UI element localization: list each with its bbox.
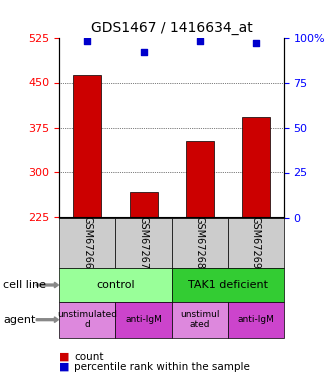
Bar: [73, 75, 102, 217]
Bar: [129, 192, 158, 217]
Point: [141, 49, 146, 55]
Text: anti-IgM: anti-IgM: [237, 315, 274, 324]
Bar: [242, 117, 270, 218]
Text: agent: agent: [3, 315, 36, 325]
Bar: [185, 141, 214, 218]
Text: unstimulated
d: unstimulated d: [57, 310, 117, 329]
Text: GSM67266: GSM67266: [82, 216, 92, 269]
Text: ■: ■: [59, 352, 70, 362]
Point: [197, 38, 202, 44]
Text: control: control: [96, 280, 135, 290]
Text: count: count: [74, 352, 104, 362]
Point: [85, 38, 90, 44]
Text: TAK1 deficient: TAK1 deficient: [188, 280, 268, 290]
Title: GDS1467 / 1416634_at: GDS1467 / 1416634_at: [91, 21, 252, 35]
Text: cell line: cell line: [3, 280, 46, 290]
Text: GSM67268: GSM67268: [195, 216, 205, 269]
Point: [253, 40, 258, 46]
Text: unstimul
ated: unstimul ated: [180, 310, 219, 329]
Text: anti-IgM: anti-IgM: [125, 315, 162, 324]
Text: ■: ■: [59, 362, 70, 372]
Text: percentile rank within the sample: percentile rank within the sample: [74, 362, 250, 372]
Text: GSM67269: GSM67269: [251, 216, 261, 269]
Text: GSM67267: GSM67267: [139, 216, 148, 269]
